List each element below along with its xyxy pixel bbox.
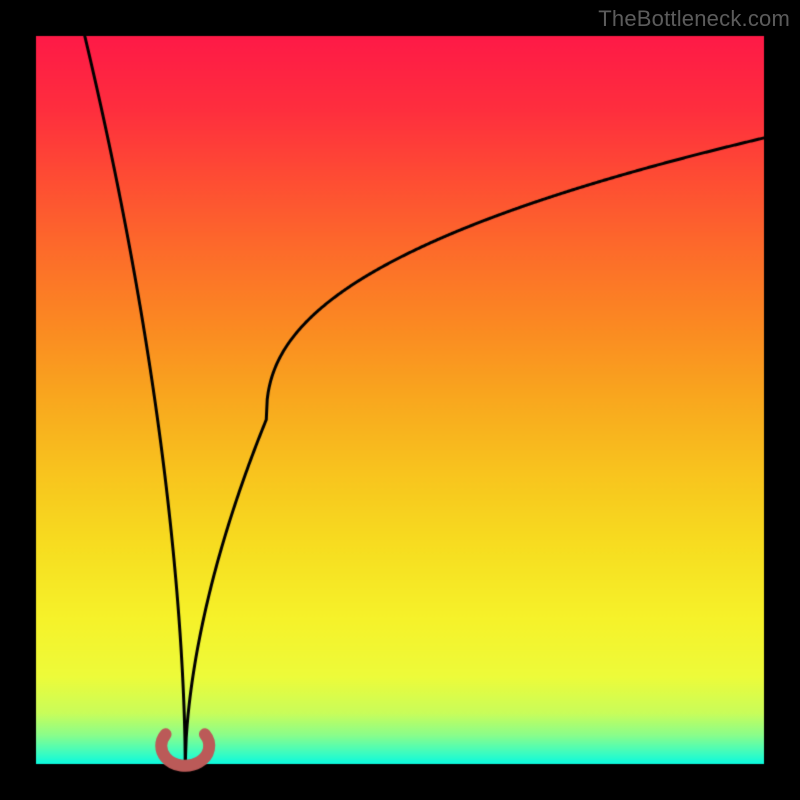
curve-canvas	[0, 0, 800, 800]
chart-stage: TheBottleneck.com	[0, 0, 800, 800]
watermark-text: TheBottleneck.com	[598, 6, 790, 32]
